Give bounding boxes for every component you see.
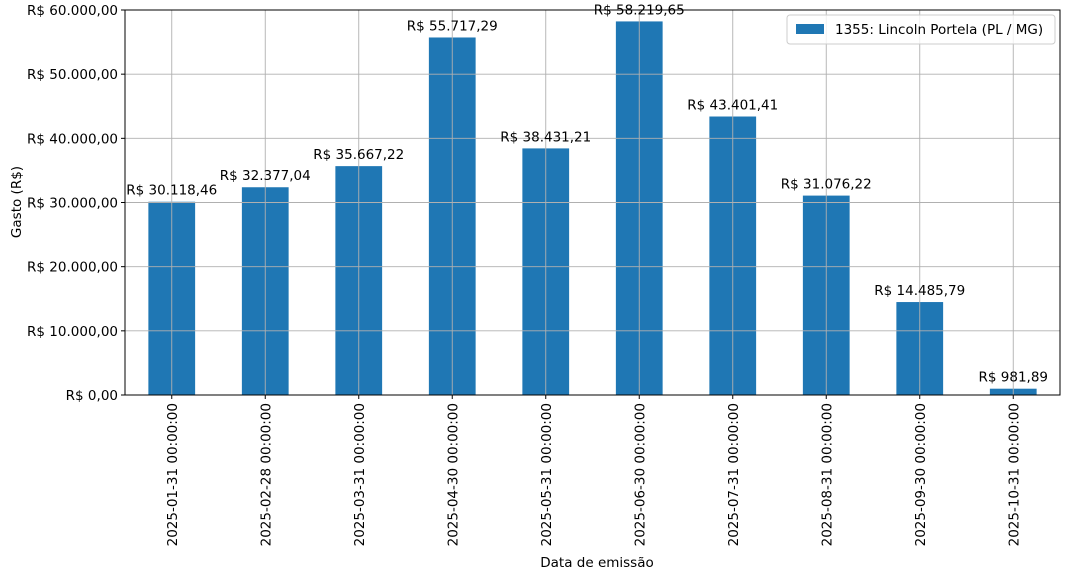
y-tick-label: R$ 20.000,00 <box>27 260 118 276</box>
bar-value-label: R$ 32.377,04 <box>220 168 311 184</box>
x-tick-label: 2025-03-31 00:00:00 <box>352 403 368 546</box>
x-tick-label: 2025-07-31 00:00:00 <box>726 403 742 546</box>
grid-lines <box>125 9 1060 396</box>
y-axis: R$ 0,00 R$ 10.000,00 R$ 20.000,00 R$ 30.000… <box>27 3 125 404</box>
x-tick-label: 2025-10-31 00:00:00 <box>1006 403 1022 546</box>
y-tick-label: R$ 60.000,00 <box>27 3 118 19</box>
y-tick-label: R$ 40.000,00 <box>27 131 118 147</box>
bars <box>148 21 1037 396</box>
x-tick-label: 2025-09-30 00:00:00 <box>913 403 929 546</box>
legend-box <box>786 14 1056 45</box>
x-tick-label: 2025-05-31 00:00:00 <box>539 403 555 546</box>
bar-value-labels: R$ 30.118,46R$ 32.377,04R$ 35.667,22 R$ 5… <box>126 2 1048 385</box>
legend-swatch <box>796 24 824 34</box>
x-tick-label: 2025-02-28 00:00:00 <box>258 403 274 546</box>
bar-value-label: R$ 38.431,21 <box>500 129 591 145</box>
legend-label: 1355: Lincoln Portela (PL / MG) <box>835 22 1043 38</box>
x-tick-label: 2025-06-30 00:00:00 <box>632 403 648 546</box>
y-tick-label: R$ 30.000,00 <box>27 196 118 212</box>
legend: 1355: Lincoln Portela (PL / MG) <box>786 14 1056 45</box>
x-axis: 2025-01-31 00:00:00 2025-02-28 00:00:00 20… <box>165 395 1022 546</box>
x-tick-label: 2025-01-31 00:00:00 <box>165 403 181 546</box>
x-tick-label: 2025-08-31 00:00:00 <box>819 403 835 546</box>
bar-value-label: R$ 30.118,46 <box>126 183 217 199</box>
bar-value-label: R$ 43.401,41 <box>687 98 778 114</box>
x-axis-title: Data de emissão <box>540 555 654 571</box>
bar-value-label: R$ 14.485,79 <box>874 283 965 299</box>
bar-value-label: R$ 31.076,22 <box>781 177 872 193</box>
x-tick-label: 2025-04-30 00:00:00 <box>445 403 461 546</box>
y-tick-label: R$ 10.000,00 <box>27 324 118 340</box>
bar-value-label: R$ 35.667,22 <box>313 147 404 163</box>
bar-value-label: R$ 981,89 <box>979 370 1049 386</box>
y-tick-label: R$ 50.000,00 <box>27 67 118 83</box>
bar-value-label: R$ 55.717,29 <box>407 18 498 34</box>
y-axis-title: Gasto (R$) <box>9 166 25 238</box>
bar-value-label: R$ 58.219,65 <box>594 2 685 18</box>
y-tick-label: R$ 0,00 <box>66 388 118 404</box>
